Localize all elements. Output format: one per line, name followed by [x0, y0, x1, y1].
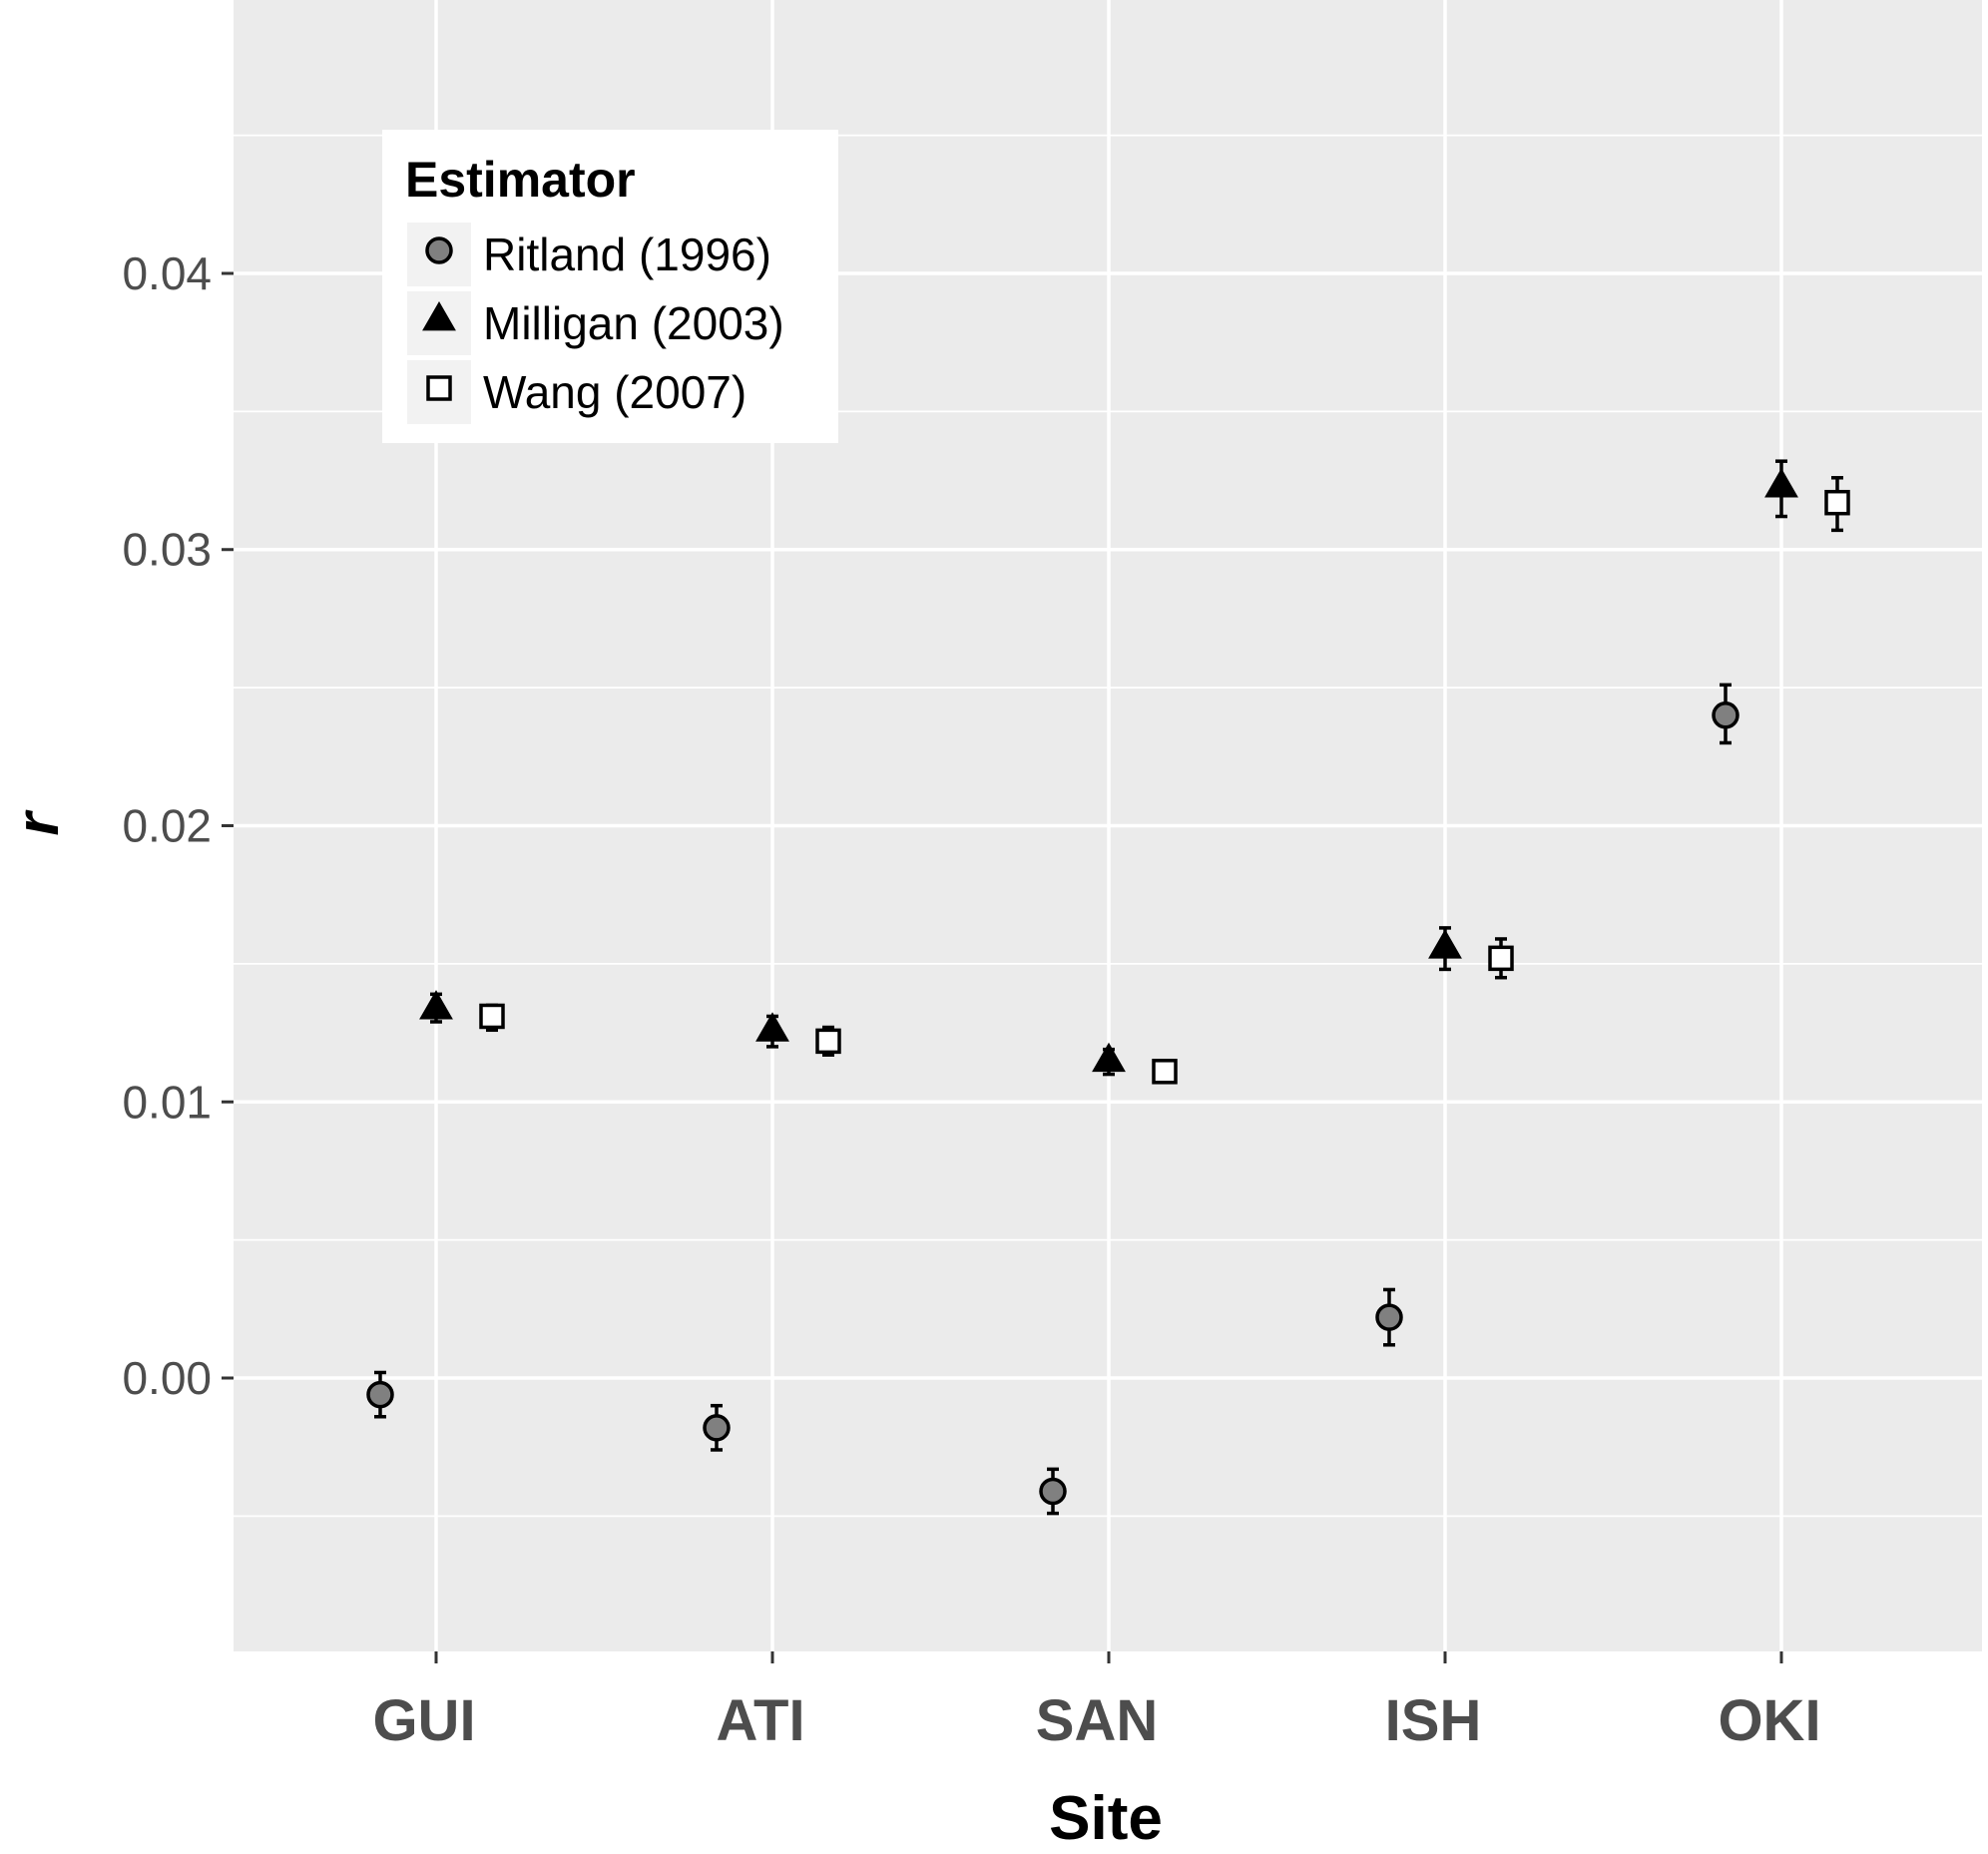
data-point — [1039, 1477, 1067, 1506]
y-tick-label: 0.01 — [122, 1076, 212, 1128]
data-point — [1712, 701, 1740, 729]
legend-key-triangle — [422, 300, 456, 331]
y-tick-label: 0.04 — [122, 247, 212, 299]
data-point — [1375, 1303, 1403, 1331]
data-point — [815, 1028, 841, 1055]
y-tick-label: 0.03 — [122, 524, 212, 576]
data-point — [1764, 468, 1798, 498]
data-point — [1824, 489, 1850, 516]
legend-label: Wang (2007) — [483, 366, 746, 418]
x-tick-label: ISH — [1385, 1688, 1482, 1753]
legend-label: Ritland (1996) — [483, 229, 771, 280]
x-axis-title: Site — [1049, 1784, 1163, 1853]
data-point — [419, 990, 453, 1020]
y-tick-label: 0.02 — [122, 800, 212, 852]
legend: Estimator Ritland (1996) Milligan (2003) W… — [382, 130, 838, 443]
y-axis: 0.00 0.01 0.02 0.03 0.04 — [122, 247, 234, 1404]
legend-title: Estimator — [405, 152, 636, 208]
y-axis-title: r — [4, 809, 71, 836]
x-axis: GUI ATI SAN ISH OKI — [372, 1651, 1821, 1753]
legend-key-circle — [425, 236, 453, 264]
x-tick-label: SAN — [1036, 1688, 1158, 1753]
x-tick-label: ATI — [716, 1688, 804, 1753]
y-tick-label: 0.00 — [122, 1352, 212, 1404]
data-point — [1488, 945, 1514, 972]
data-point — [703, 1414, 731, 1442]
legend-items: Ritland (1996) Milligan (2003) Wang (2007) — [407, 223, 784, 424]
major-gridlines — [234, 0, 1982, 1651]
x-tick-label: OKI — [1718, 1688, 1820, 1753]
data-series — [366, 459, 1850, 1516]
data-point — [755, 1012, 789, 1042]
data-point — [1092, 1042, 1126, 1073]
legend-label: Milligan (2003) — [483, 297, 784, 349]
series-triangle — [419, 459, 1798, 1077]
data-point — [366, 1380, 394, 1409]
series-circle — [366, 683, 1740, 1516]
x-tick-label: GUI — [372, 1688, 475, 1753]
legend-key-square — [426, 375, 452, 401]
series-square — [479, 476, 1850, 1085]
data-point — [1428, 929, 1462, 959]
data-point — [479, 1003, 505, 1030]
data-point — [1152, 1059, 1178, 1085]
